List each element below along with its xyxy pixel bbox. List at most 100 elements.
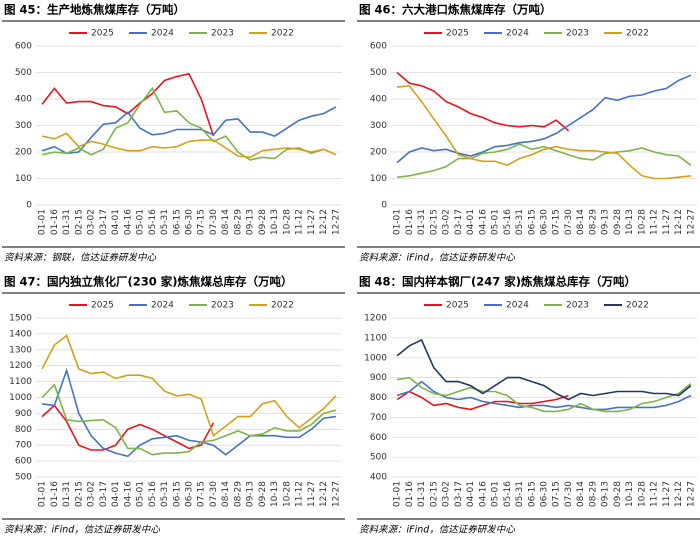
series-line [396,380,692,411]
x-tick-label: 03-02 [87,481,97,507]
y-tick-label: 500 [15,473,32,483]
x-tick-label: 01-31 [417,481,427,507]
x-tick-label: 05-31 [515,481,525,507]
legend-label: 2022 [626,29,649,39]
x-tick-label: 05-16 [148,481,158,507]
x-tick-label: 03-17 [99,209,109,235]
y-tick-label: 600 [15,457,32,467]
x-tick-label: 11-12 [650,209,660,235]
x-tick-label: 04-16 [478,209,488,235]
x-tick-label: 01-01 [393,481,403,507]
x-tick-label: 07-15 [197,481,207,507]
series-line [397,143,692,178]
x-tick-label: 05-01 [491,209,501,235]
series-line [42,367,337,458]
x-tick-label: 04-16 [123,481,133,507]
x-tick-label: 11-27 [662,481,672,507]
x-tick-label: 02-15 [429,209,439,235]
x-tick-label: 09-28 [613,209,623,235]
x-tick-label: 03-02 [442,209,452,235]
x-tick-label: 08-29 [233,209,243,235]
x-tick-label: 08-14 [221,481,231,507]
y-tick-label: 600 [15,42,32,52]
legend-label: 2023 [211,29,234,39]
x-tick-label: 06-15 [527,481,537,507]
x-tick-label: 01-16 [405,209,415,235]
chart-title: 图 45：生产地炼焦煤库存（万吨） [4,3,185,17]
x-tick-label: 12-12 [319,209,329,235]
x-tick-label: 01-31 [417,209,427,235]
x-tick-label: 08-14 [576,209,586,235]
y-tick-label: 800 [15,425,32,435]
x-tick-label: 12-12 [674,209,684,235]
y-tick-label: 700 [15,441,32,451]
y-tick-label: 500 [370,453,387,463]
legend-label: 2025 [91,29,114,39]
legend-label: 2023 [211,301,234,311]
x-tick-label: 05-31 [515,209,525,235]
x-tick-label: 07-30 [209,209,219,235]
x-tick-label: 12-12 [674,481,684,507]
legend-label: 2024 [151,29,174,39]
series-line [396,74,692,164]
x-tick-label: 09-28 [258,209,268,235]
x-tick-label: 08-29 [588,481,598,507]
y-tick-label: 300 [370,121,387,131]
x-tick-label: 03-02 [442,481,452,507]
x-tick-label: 05-01 [136,481,146,507]
y-tick-label: 0 [26,201,32,211]
x-tick-label: 11-27 [307,209,317,235]
x-tick-label: 12-27 [686,481,696,507]
legend-label: 2023 [566,301,589,311]
x-tick-label: 07-15 [552,481,562,507]
series-line [41,106,337,155]
y-tick-label: 600 [370,433,387,443]
x-tick-label: 08-14 [576,481,586,507]
x-tick-label: 11-12 [295,209,305,235]
x-tick-label: 12-27 [331,481,341,507]
series-line [41,404,215,451]
y-tick-label: 100 [15,174,32,184]
y-tick-label: 1200 [9,361,32,371]
x-tick-label: 04-01 [466,481,476,507]
x-tick-label: 12-27 [686,209,696,235]
y-tick-label: 400 [370,473,387,483]
x-tick-label: 09-13 [246,209,256,235]
x-tick-label: 07-30 [564,209,574,235]
series-line [41,86,337,161]
legend-label: 2022 [626,301,649,311]
source: 资料来源：iFind，信达证券研发中心 [359,252,515,264]
x-tick-label: 10-13 [625,209,635,235]
source: 资料来源：iFind，信达证券研发中心 [4,524,160,536]
x-tick-label: 02-15 [429,481,439,507]
x-tick-label: 02-15 [74,481,84,507]
x-tick-label: 06-15 [527,209,537,235]
x-tick-label: 05-16 [148,209,158,235]
x-tick-label: 01-16 [50,209,60,235]
x-tick-label: 01-16 [50,481,60,507]
x-tick-label: 06-30 [540,481,550,507]
chart-title: 图 48：国内样本钢厂(247 家)炼焦煤总库存（万吨） [359,275,636,289]
x-tick-label: 10-28 [637,209,647,235]
series-line [396,71,570,132]
x-tick-label: 08-29 [588,209,598,235]
x-tick-label: 03-17 [454,481,464,507]
x-tick-label: 10-13 [625,481,635,507]
x-tick-label: 03-17 [99,481,109,507]
chart-title: 图 46：六大港口炼焦煤库存（万吨） [359,3,552,17]
series-line [41,383,337,456]
x-tick-label: 04-01 [466,209,476,235]
x-tick-label: 10-28 [637,481,647,507]
series-line [41,132,337,159]
x-tick-label: 07-30 [564,481,574,507]
x-tick-label: 12-27 [331,209,341,235]
y-tick-label: 600 [370,42,387,52]
y-tick-label: 900 [370,373,387,383]
x-tick-label: 04-01 [111,209,121,235]
y-tick-label: 500 [370,68,387,78]
y-tick-label: 0 [381,201,387,211]
x-tick-label: 01-31 [62,209,72,235]
series-line [397,84,691,180]
x-tick-label: 08-14 [221,209,231,235]
